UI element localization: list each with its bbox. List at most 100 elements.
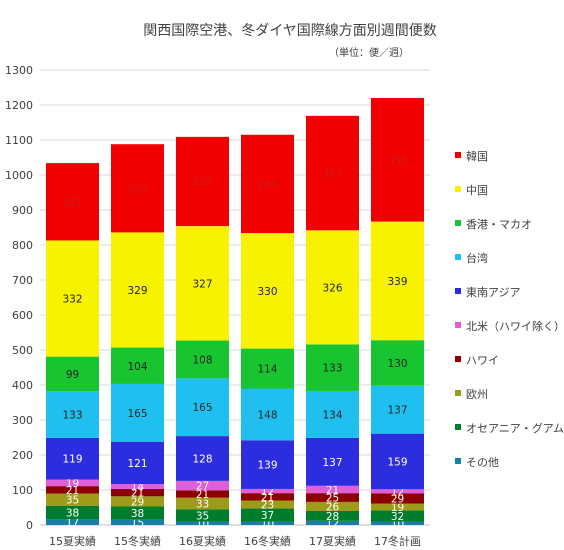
- bar-segment: [306, 437, 359, 486]
- data-label: 35: [196, 510, 209, 522]
- chart-title: 関西国際空港、冬ダイヤ国際線方面別週間便数: [143, 23, 437, 39]
- data-label: 19: [66, 478, 79, 490]
- bar-segment: [241, 233, 294, 349]
- data-label: 119: [62, 454, 82, 466]
- bar-segment: [111, 484, 164, 489]
- legend-swatch: [455, 152, 461, 158]
- data-label: 28: [326, 511, 339, 523]
- bar-segment: [371, 433, 424, 490]
- bar-segment: [176, 480, 229, 491]
- data-label: 330: [257, 286, 277, 298]
- data-label: 255: [192, 176, 212, 188]
- data-label: 326: [322, 282, 342, 294]
- data-label: 37: [261, 510, 274, 522]
- data-label: 15: [131, 517, 144, 529]
- legend-label: 北米（ハワイ除く）: [466, 320, 564, 333]
- legend-label: その他: [466, 456, 499, 469]
- grid-lines: [40, 69, 430, 526]
- data-label: 133: [322, 363, 342, 375]
- data-label: 27: [196, 481, 209, 493]
- data-label: 21: [326, 484, 339, 496]
- x-axis-ticks: 15夏実績 15冬実績 16夏実績 16冬実績 17夏実績 17冬計画: [49, 534, 421, 548]
- data-label: 12: [391, 486, 404, 498]
- data-label: 25: [326, 493, 339, 505]
- y-tick-label: 900: [12, 204, 33, 217]
- bar-segment: [306, 501, 359, 511]
- data-label: 137: [322, 457, 342, 469]
- bar-segment: [241, 521, 294, 525]
- x-tick-label: 17冬計画: [374, 534, 421, 548]
- x-tick-label: 16夏実績: [179, 534, 226, 548]
- data-label: 12: [326, 518, 339, 530]
- bar-segment: [371, 98, 424, 222]
- y-tick-label: 800: [12, 239, 33, 252]
- y-tick-label: 700: [12, 274, 33, 287]
- chart-subtitle: （単位：便／週）: [329, 48, 409, 59]
- legend-label: 欧州: [466, 388, 488, 401]
- y-tick-label: 0: [26, 519, 33, 532]
- bar-segment: [46, 437, 99, 480]
- legend-swatch: [455, 322, 461, 328]
- legend-label: 韓国: [466, 150, 488, 163]
- bar-segment: [371, 510, 424, 522]
- x-tick-label: 17夏実績: [309, 534, 356, 548]
- bar-segment: [176, 509, 229, 522]
- legend-swatch: [455, 356, 461, 362]
- bar-segment: [46, 493, 99, 506]
- data-label: 14: [131, 482, 145, 494]
- data-label: 139: [257, 460, 277, 472]
- legend-swatch: [455, 288, 461, 294]
- data-label: 159: [387, 456, 407, 468]
- bar-segment: [111, 506, 164, 520]
- y-tick-label: 1000: [5, 169, 33, 182]
- data-label: 252: [127, 183, 147, 195]
- legend-swatch: [455, 458, 461, 464]
- legend-swatch: [455, 390, 461, 396]
- data-label: 108: [192, 354, 212, 366]
- y-tick-label: 1100: [5, 134, 33, 147]
- bar-segment: [241, 500, 294, 509]
- bar-segment: [241, 348, 294, 389]
- data-label: 26: [326, 501, 340, 513]
- bar-segment: [111, 383, 164, 442]
- data-label: 21: [131, 488, 144, 500]
- legend-label: 東南アジア: [466, 286, 521, 299]
- data-label: 12: [261, 486, 274, 498]
- bar-segment: [371, 521, 424, 525]
- bar-segment: [111, 496, 164, 507]
- y-tick-label: 300: [12, 414, 33, 427]
- data-label: 32: [391, 511, 404, 523]
- bar-segment: [46, 356, 99, 392]
- x-tick-label: 15夏実績: [49, 534, 96, 548]
- data-label: 33: [196, 498, 209, 510]
- data-label: 114: [257, 364, 277, 376]
- bar-segment: [306, 511, 359, 521]
- bar-segment: [46, 519, 99, 525]
- bar-segment: [46, 240, 99, 357]
- bar-segment: [46, 505, 99, 520]
- legend-swatch: [455, 220, 461, 226]
- bar-segment: [306, 485, 359, 494]
- data-label: 221: [62, 197, 82, 209]
- legend-swatch: [455, 254, 461, 260]
- legend-swatch: [455, 186, 461, 192]
- bar-segment: [46, 163, 99, 241]
- bar-segment: [306, 230, 359, 345]
- bar-segment: [306, 493, 359, 502]
- y-tick-label: 200: [12, 449, 33, 462]
- bar-segment: [176, 226, 229, 341]
- legend-label: 中国: [466, 184, 488, 197]
- bar-segment: [176, 136, 229, 227]
- y-tick-label: 1300: [5, 64, 33, 77]
- bar-segment: [176, 490, 229, 498]
- y-axis-ticks: 0 100 200 300 400 500 600 700 800 900 1000 1100 1200…: [5, 64, 33, 532]
- legend-label: ハワイ: [466, 354, 499, 367]
- data-label: 148: [257, 409, 277, 421]
- data-label: 134: [322, 409, 342, 421]
- bar-segment: [241, 488, 294, 494]
- data-label: 165: [127, 408, 147, 420]
- bar-segment: [111, 347, 164, 384]
- data-label: 38: [131, 508, 144, 520]
- y-tick-label: 500: [12, 344, 33, 357]
